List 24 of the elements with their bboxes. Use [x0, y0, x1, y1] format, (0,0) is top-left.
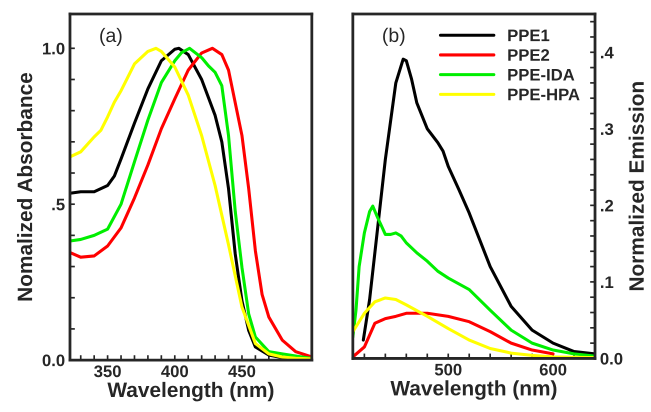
y-tick-label: .5 [52, 198, 65, 210]
y-tick-label: .1 [601, 276, 614, 288]
x-tick-label: 500 [434, 364, 462, 376]
y-tick-label: .2 [601, 200, 614, 212]
legend-label: PPE-HPA [508, 88, 580, 100]
y-axis-title: Nomalized Absorbance [16, 72, 32, 300]
legend-label: PPE-IDA [508, 69, 574, 80]
y-tick-label: 0.0 [600, 352, 622, 365]
x-tick-label: 350 [94, 365, 121, 378]
y-tick-label: 0.0 [42, 354, 64, 366]
x-tick-label: 400 [161, 365, 188, 378]
annotation: (a) [100, 28, 122, 46]
legend-label: PPE2 [508, 49, 550, 61]
line-series [352, 312, 555, 358]
y-tick-label: .4 [601, 46, 614, 58]
y-tick-label: 1.0 [43, 42, 64, 55]
legend-label: PPE1 [508, 30, 550, 42]
x-tick-label: 600 [540, 364, 566, 376]
y-axis-title: Normalized Emission [628, 82, 644, 290]
x-axis-title: Wavelength (nm) [107, 382, 274, 402]
x-tick-label: 450 [228, 365, 256, 378]
x-axis-title: Wavelength (nm) [390, 380, 556, 400]
annotation: (b) [383, 28, 404, 46]
y-tick-label: .3 [601, 123, 614, 136]
